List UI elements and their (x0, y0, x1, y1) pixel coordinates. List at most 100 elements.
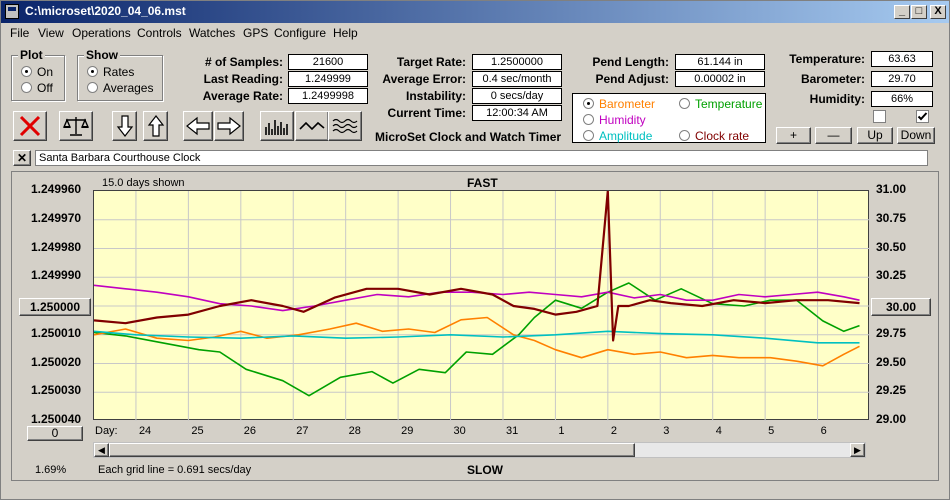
fast-label: FAST (467, 176, 498, 190)
center-sensor-button[interactable]: 30.00 (871, 298, 931, 316)
move-up-button[interactable] (143, 111, 168, 141)
clock-rate-radio[interactable]: Clock rate (679, 129, 749, 143)
plot-on-radio[interactable]: On (21, 65, 53, 79)
y-right-tick-label: 31.00 (876, 182, 907, 196)
pend-adjust-label: Pend Adjust: (595, 72, 669, 86)
menu-file[interactable]: File (10, 26, 30, 40)
x-tick-label: 26 (243, 425, 257, 437)
wave-button[interactable] (328, 111, 362, 141)
checkbox-left[interactable] (873, 110, 886, 123)
scroll-right-arrow[interactable]: ▶ (850, 443, 865, 457)
average-rate-label: Average Rate: (202, 89, 283, 103)
clock-name-input[interactable]: Santa Barbara Courthouse Clock (35, 150, 928, 166)
balance-button[interactable] (59, 111, 93, 141)
humidity-radio[interactable]: Humidity (583, 113, 646, 127)
barometer-radio[interactable]: Barometer (583, 97, 655, 111)
pend-length-label: Pend Length: (592, 55, 669, 69)
radio-dot (679, 130, 690, 141)
clear-name-button[interactable]: ✕ (13, 150, 31, 166)
percent-label: 1.69% (35, 464, 67, 476)
chart-svg (93, 189, 870, 421)
close-button[interactable]: X (930, 5, 946, 19)
y-left-tick-label: 1.249970 (31, 210, 82, 225)
scroll-right-button[interactable] (214, 111, 244, 141)
app-icon[interactable] (5, 4, 19, 19)
x-tick-label: 25 (191, 425, 204, 437)
scale-plus-button[interactable]: + (776, 127, 811, 144)
show-rates-radio[interactable]: Rates (87, 65, 134, 79)
barometer-reading-value: 29.70 (871, 71, 933, 87)
show-group-title: Show (84, 48, 120, 62)
arrow-down-icon (116, 115, 133, 137)
current-time-label: Current Time: (387, 106, 466, 120)
current-time-value: 12:00:34 AM (472, 105, 562, 121)
series-line-4 (93, 189, 860, 342)
average-rate-value: 1.2499998 (288, 88, 368, 104)
series-line-1 (93, 316, 860, 367)
move-down-button[interactable] (112, 111, 137, 141)
grid-note-label: Each grid line = 0.691 secs/day (98, 464, 252, 476)
average-error-label: Average Error: (382, 72, 466, 86)
menu-configure[interactable]: Configure (274, 26, 327, 40)
plot-off-label: Off (37, 81, 53, 95)
center-rate-button[interactable]: 1.250000 (19, 298, 91, 316)
x-tick-label: 30 (453, 425, 466, 437)
minimize-button[interactable]: _ (894, 5, 910, 19)
plot-area[interactable] (93, 189, 870, 421)
maximize-button[interactable]: □ (911, 5, 927, 19)
scroll-left-arrow[interactable]: ◀ (94, 443, 109, 457)
last-reading-label: Last Reading: (203, 72, 283, 86)
x-tick-label: 3 (663, 425, 670, 437)
instability-value: 0 secs/day (472, 88, 562, 104)
temperature-reading-label: Temperature: (789, 52, 865, 66)
title-bar[interactable]: C:\microset\2020_04_06.mst _ □ X (1, 1, 949, 23)
y-left-tick-label: 1.250010 (31, 325, 82, 340)
temperature-radio[interactable]: Temperature (679, 97, 762, 111)
series-line-2 (93, 284, 860, 312)
samples-value: 21600 (288, 54, 368, 70)
day-offset-button[interactable]: 0 (27, 426, 83, 441)
histogram-button[interactable] (260, 111, 294, 141)
menu-watches[interactable]: Watches (189, 26, 236, 40)
check-mark-icon (917, 112, 928, 121)
line-graph-icon (299, 121, 325, 131)
samples-label: # of Samples: (204, 55, 283, 69)
pend-length-value: 61.144 in (675, 54, 765, 70)
menu-operations[interactable]: Operations (72, 26, 131, 40)
scale-minus-button[interactable]: — (815, 127, 852, 144)
amplitude-radio[interactable]: Amplitude (583, 129, 652, 143)
scale-up-button[interactable]: Up (857, 127, 893, 144)
menu-help[interactable]: Help (333, 26, 358, 40)
x-tick-label: 2 (610, 425, 617, 437)
x-tick-label: 5 (768, 425, 775, 437)
clock-rate-label: Clock rate (695, 129, 750, 143)
y-left-tick-label: 1.249980 (31, 239, 82, 254)
histogram-icon (265, 120, 288, 135)
humidity-label: Humidity (599, 113, 646, 127)
menu-bar: File View Operations Controls Watches GP… (1, 23, 949, 42)
scroll-left-button[interactable] (183, 111, 213, 141)
scroll-thumb[interactable] (109, 443, 635, 457)
window-title: C:\microset\2020_04_06.mst (25, 4, 186, 18)
plot-off-radio[interactable]: Off (21, 81, 53, 95)
menu-gps[interactable]: GPS (243, 26, 269, 40)
checkbox-right[interactable] (916, 110, 929, 123)
barometer-label: Barometer (599, 97, 656, 111)
arrow-right-icon (217, 116, 241, 136)
x-tick-label: 29 (401, 425, 414, 437)
menu-view[interactable]: View (38, 26, 64, 40)
show-averages-radio[interactable]: Averages (87, 81, 153, 95)
line-graph-button[interactable] (295, 111, 329, 141)
target-rate-label: Target Rate: (396, 55, 466, 69)
y-left-tick-label: 1.249960 (31, 182, 82, 196)
temperature-reading-value: 63.63 (871, 51, 933, 67)
menu-controls[interactable]: Controls (137, 26, 182, 40)
clear-button[interactable] (13, 111, 47, 141)
scale-down-button[interactable]: Down (897, 127, 935, 144)
horizontal-scrollbar[interactable]: ◀ ▶ (93, 442, 866, 458)
sensor-selector (572, 93, 766, 143)
chart-frame (11, 171, 939, 481)
y-right-tick-label: 30.25 (876, 268, 907, 283)
x-tick-label: 24 (138, 425, 152, 437)
